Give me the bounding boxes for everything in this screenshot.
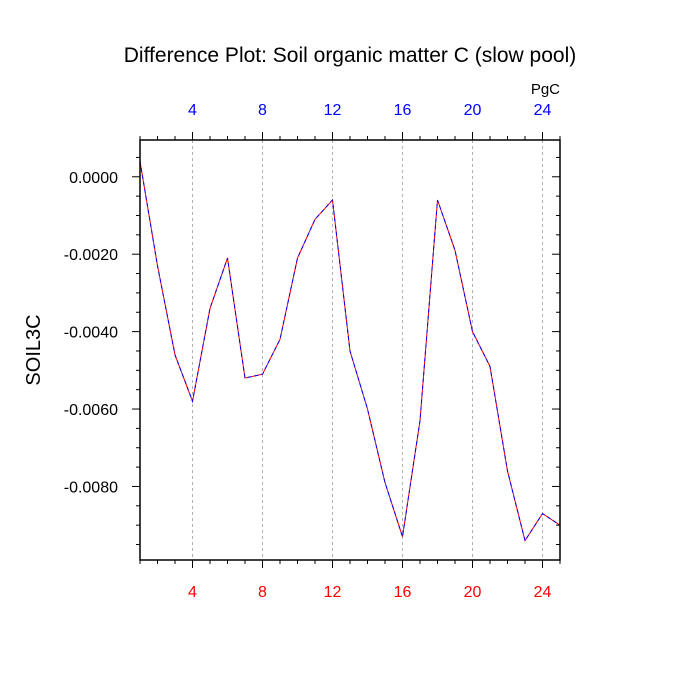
x-tick-label-bottom: 4 xyxy=(188,584,197,601)
x-tick-label-top: 12 xyxy=(324,102,342,119)
y-tick-label: -0.0040 xyxy=(64,325,118,342)
y-tick-label: -0.0080 xyxy=(64,479,118,496)
y-tick-label: -0.0060 xyxy=(64,402,118,419)
y-axis-label: SOIL3C xyxy=(23,314,45,385)
y-tick-label: -0.0020 xyxy=(64,247,118,264)
grid-lines xyxy=(192,140,543,560)
x-tick-label-bottom: 16 xyxy=(394,584,412,601)
y-tick-label: 0.0000 xyxy=(69,170,118,187)
x-tick-label-bottom: 20 xyxy=(464,584,482,601)
chart-title: Difference Plot: Soil organic matter C (… xyxy=(124,44,576,67)
x-tick-label-bottom: 24 xyxy=(534,584,552,601)
units-label: PgC xyxy=(531,81,560,98)
x-tick-label-bottom: 8 xyxy=(258,584,267,601)
x-tick-label-top: 24 xyxy=(534,102,552,119)
x-tick-label-top: 16 xyxy=(394,102,412,119)
series-layer xyxy=(139,161,561,542)
tick-marks xyxy=(132,132,561,568)
tick-labels: 4 4 8 8 12 12 16 16 20 20 24 24 0.0000 -0.0020 -0.0040… xyxy=(64,102,552,601)
x-tick-label-top: 4 xyxy=(188,102,197,119)
x-tick-label-top: 20 xyxy=(464,102,482,119)
x-tick-label-bottom: 12 xyxy=(324,584,342,601)
x-tick-label-top: 8 xyxy=(258,102,267,119)
series-line-2 xyxy=(139,161,561,542)
